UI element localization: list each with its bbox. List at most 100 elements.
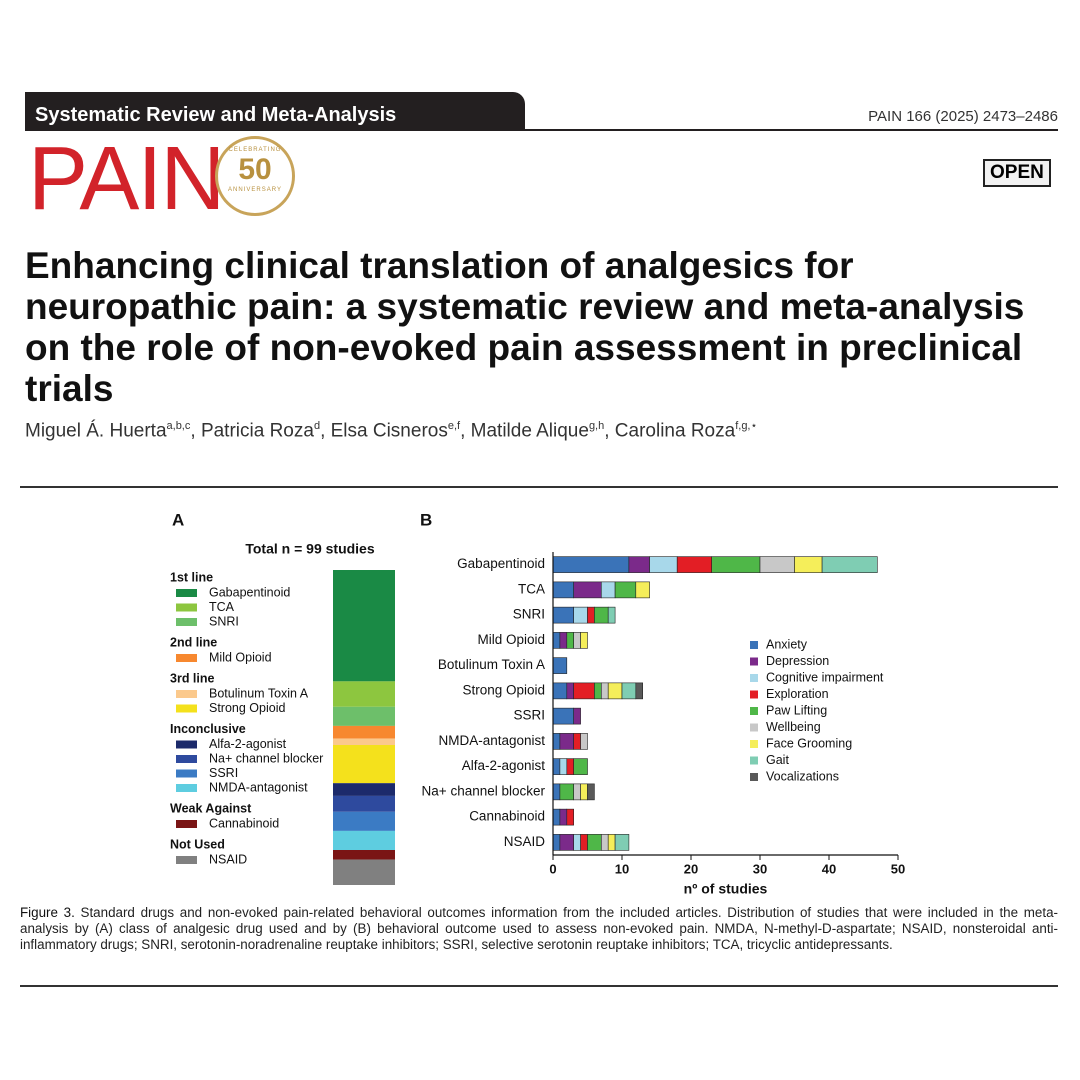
- y-tick-label: SSRI: [513, 708, 545, 723]
- bar-segment: [566, 632, 574, 649]
- bar-segment: [594, 682, 602, 700]
- article-title: Enhancing clinical translation of analge…: [25, 245, 1025, 409]
- legend-swatch: [750, 740, 758, 748]
- author-affiliation: f,g,⋆: [735, 420, 758, 432]
- legend-label: Face Grooming: [766, 736, 852, 750]
- author-separator: ,: [604, 420, 615, 442]
- bar-segment: [759, 556, 795, 573]
- author-affiliation: e,f: [447, 420, 461, 432]
- bar-segment: [607, 606, 616, 624]
- author-separator: ,: [190, 420, 201, 442]
- bar-segment: [333, 850, 395, 860]
- panel-label: A: [172, 510, 184, 529]
- legend-label: Mild Opioid: [209, 650, 272, 664]
- legend-swatch: [176, 690, 197, 698]
- legend-label: Wellbeing: [766, 720, 821, 734]
- author-name: Elsa Cisneros: [330, 420, 448, 442]
- section-tab: Systematic Review and Meta-Analysis: [25, 92, 525, 130]
- anniversary-badge: CELEBRATING 50 ANNIVERSARY: [215, 136, 295, 216]
- legend-label: TCA: [209, 600, 235, 614]
- bar-segment: [552, 682, 568, 700]
- legend-group: Inconclusive: [170, 722, 246, 736]
- bar-segment: [573, 783, 581, 801]
- x-tick-label: 50: [891, 861, 905, 876]
- bar-segment: [552, 707, 575, 725]
- legend-label: Exploration: [766, 687, 829, 701]
- author-name: Patricia Roza: [200, 420, 314, 442]
- y-tick-label: Strong Opioid: [462, 682, 545, 697]
- bar-segment: [552, 632, 561, 649]
- legend-swatch: [176, 769, 197, 778]
- bar-segment: [600, 682, 609, 700]
- bar-segment: [635, 581, 650, 599]
- legend-label: Botulinum Toxin A: [209, 686, 309, 700]
- author-separator: ,: [320, 420, 331, 442]
- legend-swatch: [176, 755, 197, 763]
- legend-label: Paw Lifting: [766, 703, 827, 717]
- author-name: Carolina Roza: [614, 420, 736, 442]
- badge-top: CELEBRATING: [228, 147, 282, 153]
- bar-segment: [333, 830, 395, 850]
- bar-segment: [587, 606, 595, 624]
- bar-segment: [628, 556, 650, 573]
- legend-swatch: [176, 618, 197, 626]
- bar-segment: [333, 783, 395, 796]
- bar-segment: [333, 570, 395, 682]
- caption-label: Figure 3.: [20, 905, 75, 920]
- legend-swatch: [750, 756, 758, 765]
- bar-segment: [580, 733, 588, 750]
- bar-segment: [580, 632, 588, 649]
- bar-segment: [635, 682, 643, 700]
- rule: [20, 985, 1058, 987]
- legend-group: 1st line: [170, 570, 213, 584]
- bar-segment: [573, 606, 588, 624]
- bar-segment: [614, 581, 637, 599]
- bar-segment: [333, 738, 395, 745]
- author-name: Miguel Á. Huerta: [25, 420, 167, 442]
- bar-segment: [594, 606, 609, 624]
- author-affiliation: g,h: [588, 420, 605, 432]
- legend-swatch: [176, 820, 197, 828]
- x-tick-label: 20: [684, 861, 698, 876]
- y-tick-label: Botulinum Toxin A: [438, 657, 545, 672]
- bar-segment: [333, 795, 395, 812]
- legend-swatch: [176, 856, 197, 864]
- journal-logo: PAIN: [28, 129, 225, 229]
- legend-label: NSAID: [209, 852, 247, 866]
- author-affiliation: d: [313, 420, 321, 432]
- bar-segment: [552, 606, 575, 624]
- legend-swatch: [750, 657, 758, 666]
- bar-segment: [552, 657, 568, 674]
- legend-group: Weak Against: [170, 801, 252, 815]
- bar-segment: [614, 834, 630, 851]
- x-tick-label: 0: [549, 861, 556, 876]
- bar-segment: [559, 834, 575, 851]
- bar-segment: [573, 581, 602, 599]
- legend-swatch: [176, 704, 197, 713]
- bar-segment: [821, 556, 878, 573]
- rule: [20, 486, 1058, 488]
- y-tick-label: Mild Opioid: [477, 632, 545, 647]
- badge-number: 50: [238, 153, 272, 186]
- bar-segment: [333, 745, 395, 784]
- legend-swatch: [750, 690, 758, 699]
- header-rule: [25, 129, 1058, 131]
- bar-segment: [580, 783, 588, 801]
- badge-bottom: ANNIVERSARY: [228, 187, 282, 193]
- legend-swatch: [750, 773, 758, 781]
- bar-segment: [607, 682, 623, 700]
- bar-segment: [600, 834, 609, 851]
- author-separator: ,: [460, 420, 471, 442]
- x-tick-label: 30: [753, 861, 767, 876]
- bar-segment: [559, 808, 568, 826]
- legend-group: 3rd line: [170, 671, 215, 685]
- legend-swatch: [176, 740, 197, 749]
- legend-label: SNRI: [209, 614, 239, 628]
- bar-segment: [552, 581, 575, 599]
- panel-label: B: [420, 510, 432, 529]
- y-tick-label: NMDA-antagonist: [438, 733, 545, 748]
- legend-swatch: [750, 641, 758, 649]
- bar-segment: [573, 758, 588, 775]
- open-access: OPEN: [983, 159, 1051, 187]
